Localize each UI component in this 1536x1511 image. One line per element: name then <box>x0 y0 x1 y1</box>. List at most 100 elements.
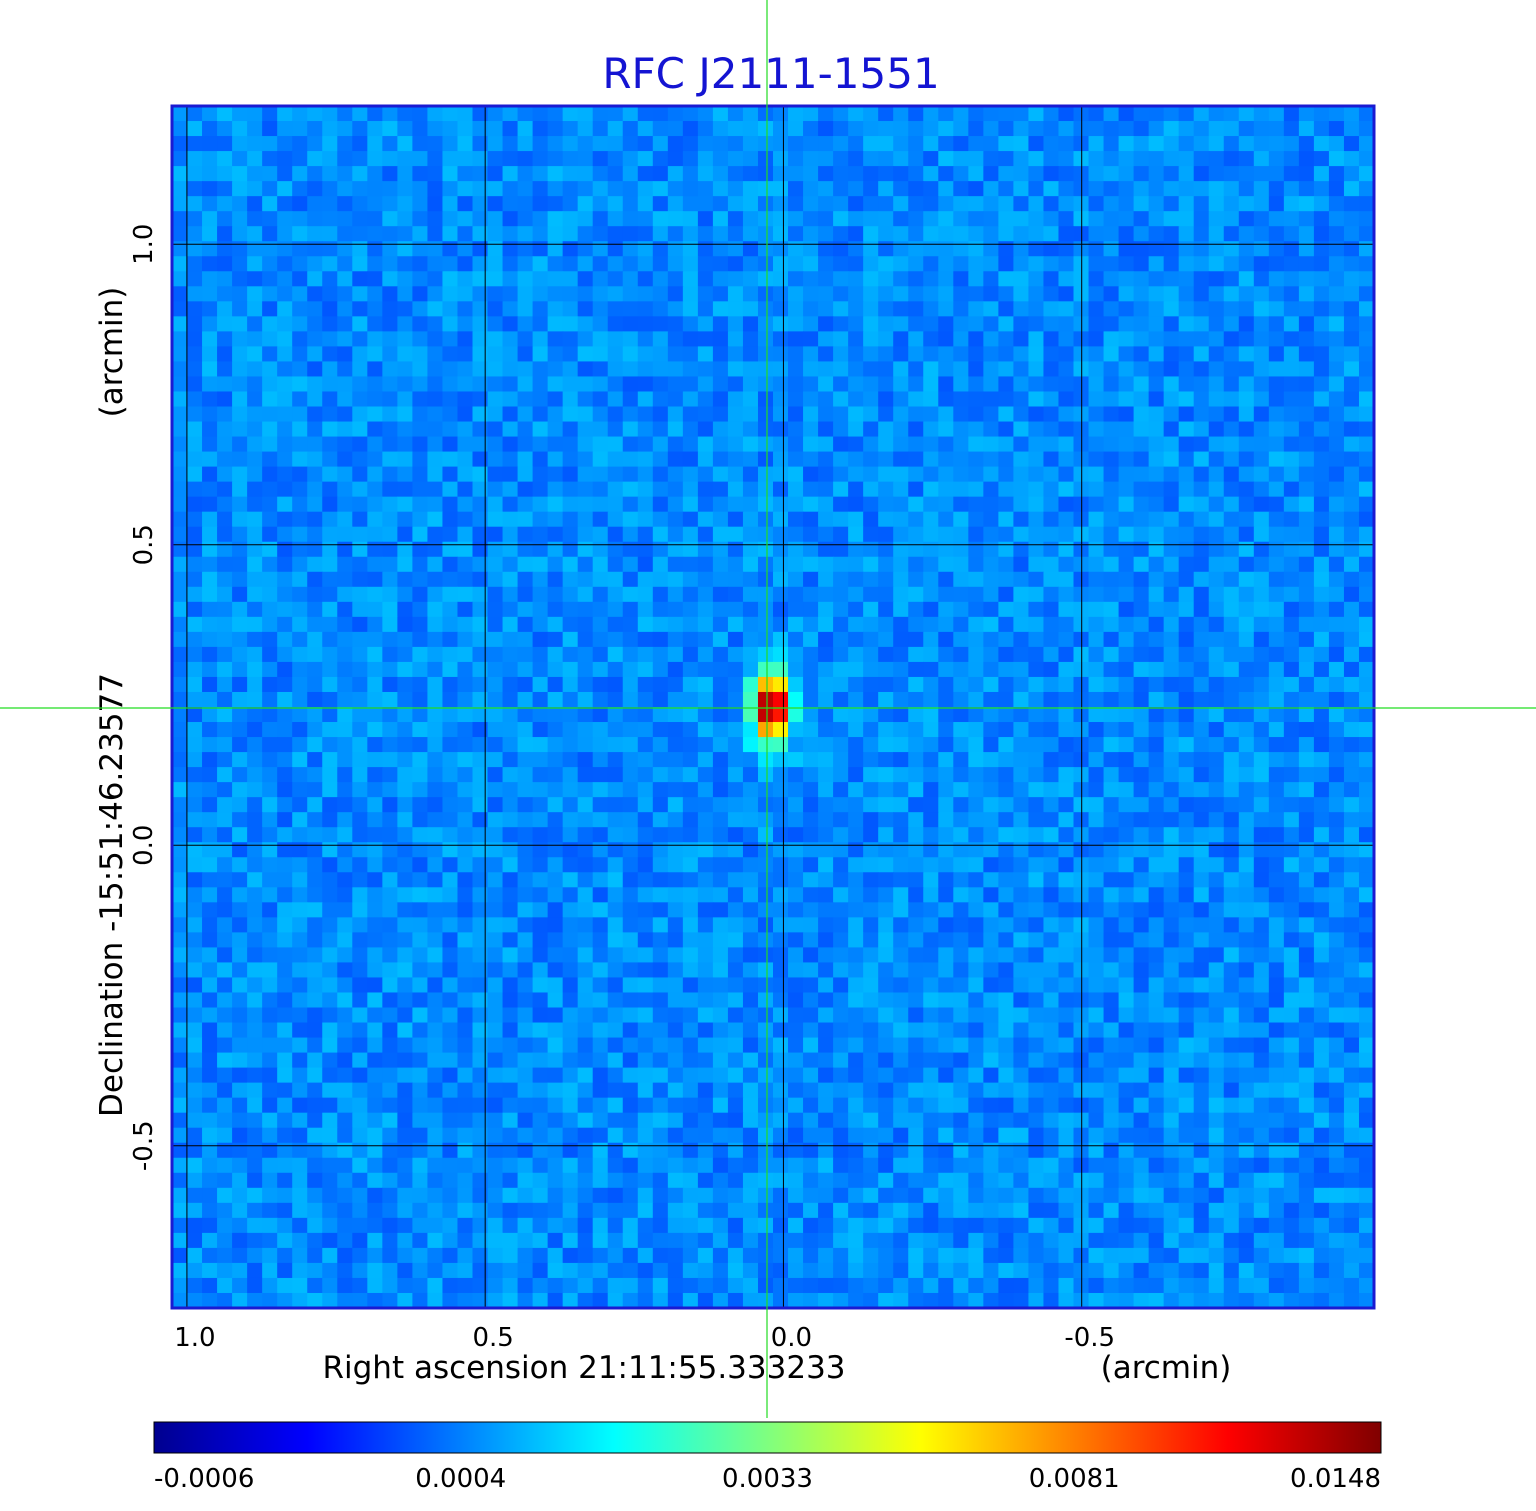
map-pixel <box>367 1022 383 1039</box>
map-pixel <box>307 376 323 393</box>
map-pixel <box>1133 947 1150 964</box>
map-pixel <box>667 767 684 783</box>
map-pixel <box>998 346 1015 363</box>
map-pixel <box>367 631 383 648</box>
map-pixel <box>352 767 368 783</box>
map-pixel <box>1178 676 1195 693</box>
map-pixel <box>442 211 459 227</box>
map-pixel <box>1238 797 1255 813</box>
map-pixel <box>1283 511 1300 528</box>
map-pixel <box>1163 226 1180 242</box>
map-pixel <box>637 631 654 648</box>
map-pixel <box>1013 226 1030 242</box>
map-pixel <box>697 842 714 858</box>
map-pixel <box>998 256 1015 272</box>
map-pixel <box>442 872 459 888</box>
map-pixel <box>562 676 579 693</box>
map-pixel <box>307 451 323 468</box>
map-pixel <box>667 917 684 933</box>
map-pixel <box>1118 992 1135 1009</box>
map-pixel <box>202 556 218 573</box>
map-pixel <box>1328 962 1345 979</box>
map-pixel <box>1148 436 1165 453</box>
map-pixel <box>848 586 864 603</box>
map-pixel <box>442 391 459 408</box>
map-pixel <box>217 707 233 723</box>
map-pixel <box>893 481 909 498</box>
map-pixel <box>262 737 278 753</box>
map-pixel <box>322 842 338 858</box>
map-pixel <box>742 451 759 468</box>
map-pixel <box>983 556 999 573</box>
map-pixel <box>367 481 383 498</box>
map-pixel <box>577 466 594 483</box>
map-pixel <box>667 631 684 648</box>
map-pixel <box>187 691 203 708</box>
map-pixel <box>547 526 564 543</box>
map-pixel <box>697 256 714 272</box>
map-pixel <box>1193 601 1210 618</box>
map-pixel <box>487 842 504 858</box>
map-pixel <box>427 241 444 257</box>
map-pixel <box>1298 857 1315 873</box>
map-pixel <box>397 541 414 558</box>
map-pixel <box>172 782 188 798</box>
map-pixel <box>472 166 489 182</box>
map-pixel <box>1268 181 1285 197</box>
map-pixel <box>1058 676 1075 693</box>
map-pixel <box>307 646 323 663</box>
map-pixel <box>1193 917 1210 933</box>
map-pixel <box>788 526 804 543</box>
map-pixel <box>277 586 293 603</box>
map-pixel <box>322 616 338 633</box>
map-pixel <box>217 691 233 708</box>
map-pixel <box>307 316 323 332</box>
map-pixel <box>1358 842 1375 858</box>
map-pixel <box>202 631 218 648</box>
map-pixel <box>637 737 654 753</box>
map-pixel <box>893 827 909 843</box>
map-pixel <box>262 436 278 453</box>
map-pixel <box>908 151 924 167</box>
map-pixel <box>352 977 368 994</box>
map-pixel <box>1118 376 1135 393</box>
map-pixel <box>1343 932 1360 949</box>
map-pixel <box>322 947 338 964</box>
map-pixel <box>427 286 444 302</box>
map-pixel <box>1268 196 1285 212</box>
map-pixel <box>652 376 669 393</box>
map-pixel <box>1103 226 1120 242</box>
map-pixel <box>442 241 459 257</box>
map-pixel <box>938 481 954 498</box>
map-pixel <box>727 782 744 798</box>
map-pixel <box>592 451 609 468</box>
map-pixel <box>307 661 323 678</box>
map-pixel <box>217 977 233 994</box>
map-pixel <box>502 181 519 197</box>
map-pixel <box>848 797 864 813</box>
map-pixel <box>1298 601 1315 618</box>
map-pixel <box>592 1007 609 1024</box>
map-pixel <box>1253 767 1270 783</box>
map-pixel <box>172 797 188 813</box>
map-pixel <box>712 767 729 783</box>
map-pixel <box>337 361 353 378</box>
map-pixel <box>1328 241 1345 257</box>
map-pixel <box>532 691 549 708</box>
map-pixel <box>277 391 293 408</box>
map-pixel <box>652 902 669 918</box>
map-pixel <box>697 947 714 964</box>
map-pixel <box>517 436 534 453</box>
map-pixel <box>1028 1022 1045 1039</box>
map-pixel <box>923 827 939 843</box>
map-pixel <box>773 196 789 212</box>
map-pixel <box>1313 932 1330 949</box>
map-pixel <box>863 752 879 768</box>
map-pixel <box>532 331 549 348</box>
map-pixel <box>472 676 489 693</box>
map-pixel <box>878 556 894 573</box>
map-pixel <box>367 571 383 588</box>
map-pixel <box>1148 511 1165 528</box>
map-pixel <box>712 391 729 408</box>
map-pixel <box>1208 917 1225 933</box>
